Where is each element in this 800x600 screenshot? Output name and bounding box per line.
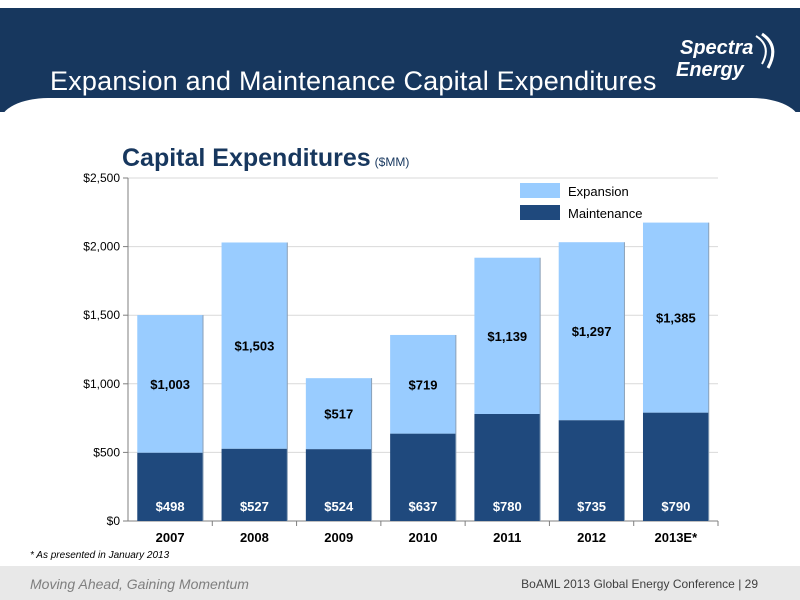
bar-maintenance	[474, 413, 541, 521]
footer-tagline: Moving Ahead, Gaining Momentum	[30, 576, 249, 592]
x-tick-label: 2008	[240, 530, 269, 545]
bar-maintenance	[390, 433, 456, 521]
bar-maintenance	[137, 452, 204, 521]
page-title: Expansion and Maintenance Capital Expend…	[50, 66, 657, 96]
bar-expansion	[558, 242, 625, 421]
footer-conference-page: BoAML 2013 Global Energy Conference | 29	[521, 577, 758, 591]
y-tick-label: $500	[93, 445, 120, 459]
header-band	[0, 8, 800, 112]
data-label-maintenance: $790	[661, 499, 690, 514]
bar-expansion	[642, 222, 709, 413]
chart-title-text: Capital Expenditures	[122, 144, 371, 172]
data-label-expansion: $1,297	[572, 324, 612, 339]
x-tick-label: 2011	[493, 530, 521, 545]
data-label-expansion: $1,003	[150, 377, 190, 392]
data-label-expansion: $719	[409, 377, 438, 392]
bar-expansion	[305, 378, 372, 450]
chart-title-unit: ($MM)	[374, 155, 410, 169]
header-curve	[0, 98, 800, 138]
logo-swoosh-outer	[761, 32, 775, 69]
legend-label-maintenance: Maintenance	[568, 206, 642, 221]
data-label-maintenance: $735	[577, 499, 606, 514]
slide-footer	[0, 566, 800, 600]
bar-maintenance	[221, 448, 288, 521]
data-label-expansion: $517	[324, 407, 353, 422]
bar-expansion	[137, 315, 204, 453]
bar-expansion	[474, 257, 541, 414]
data-label-maintenance: $637	[409, 499, 438, 514]
spectra-energy-logo: Spectra Energy	[676, 32, 775, 81]
data-label-maintenance: $527	[240, 499, 269, 514]
data-label-expansion: $1,385	[656, 311, 696, 326]
data-label-expansion: $1,503	[235, 339, 275, 354]
chart-title: Capital Expenditures ($MM)	[122, 144, 409, 173]
data-label-maintenance: $498	[156, 499, 185, 514]
legend-swatch-expansion	[520, 183, 560, 198]
bar-maintenance	[305, 449, 372, 521]
legend-swatch-maintenance	[520, 205, 560, 220]
footnote: * As presented in January 2013	[30, 550, 170, 561]
bar-maintenance	[558, 420, 625, 521]
x-tick-label: 2010	[409, 530, 438, 545]
y-tick-label: $2,500	[83, 171, 120, 185]
bar-maintenance	[642, 412, 709, 521]
bar-expansion	[390, 334, 456, 434]
y-tick-label: $1,500	[83, 308, 120, 322]
x-tick-label: 2009	[324, 530, 353, 545]
y-tick-label: $1,000	[83, 377, 120, 391]
bar-expansion	[221, 242, 288, 449]
y-tick-label: $0	[107, 514, 121, 528]
data-label-maintenance: $780	[493, 499, 522, 514]
x-tick-label: 2013E*	[655, 530, 699, 545]
x-tick-label: 2007	[156, 530, 185, 545]
logo-text-line2: Energy	[676, 59, 745, 81]
x-tick-label: 2012	[577, 530, 606, 545]
logo-text-line1: Spectra	[680, 37, 753, 59]
slide-header	[0, 0, 800, 112]
data-label-expansion: $1,139	[487, 329, 527, 344]
logo-swoosh-inner	[755, 35, 767, 65]
legend-label-expansion: Expansion	[568, 184, 629, 199]
data-label-maintenance: $524	[324, 499, 354, 514]
y-tick-label: $2,000	[83, 240, 120, 254]
